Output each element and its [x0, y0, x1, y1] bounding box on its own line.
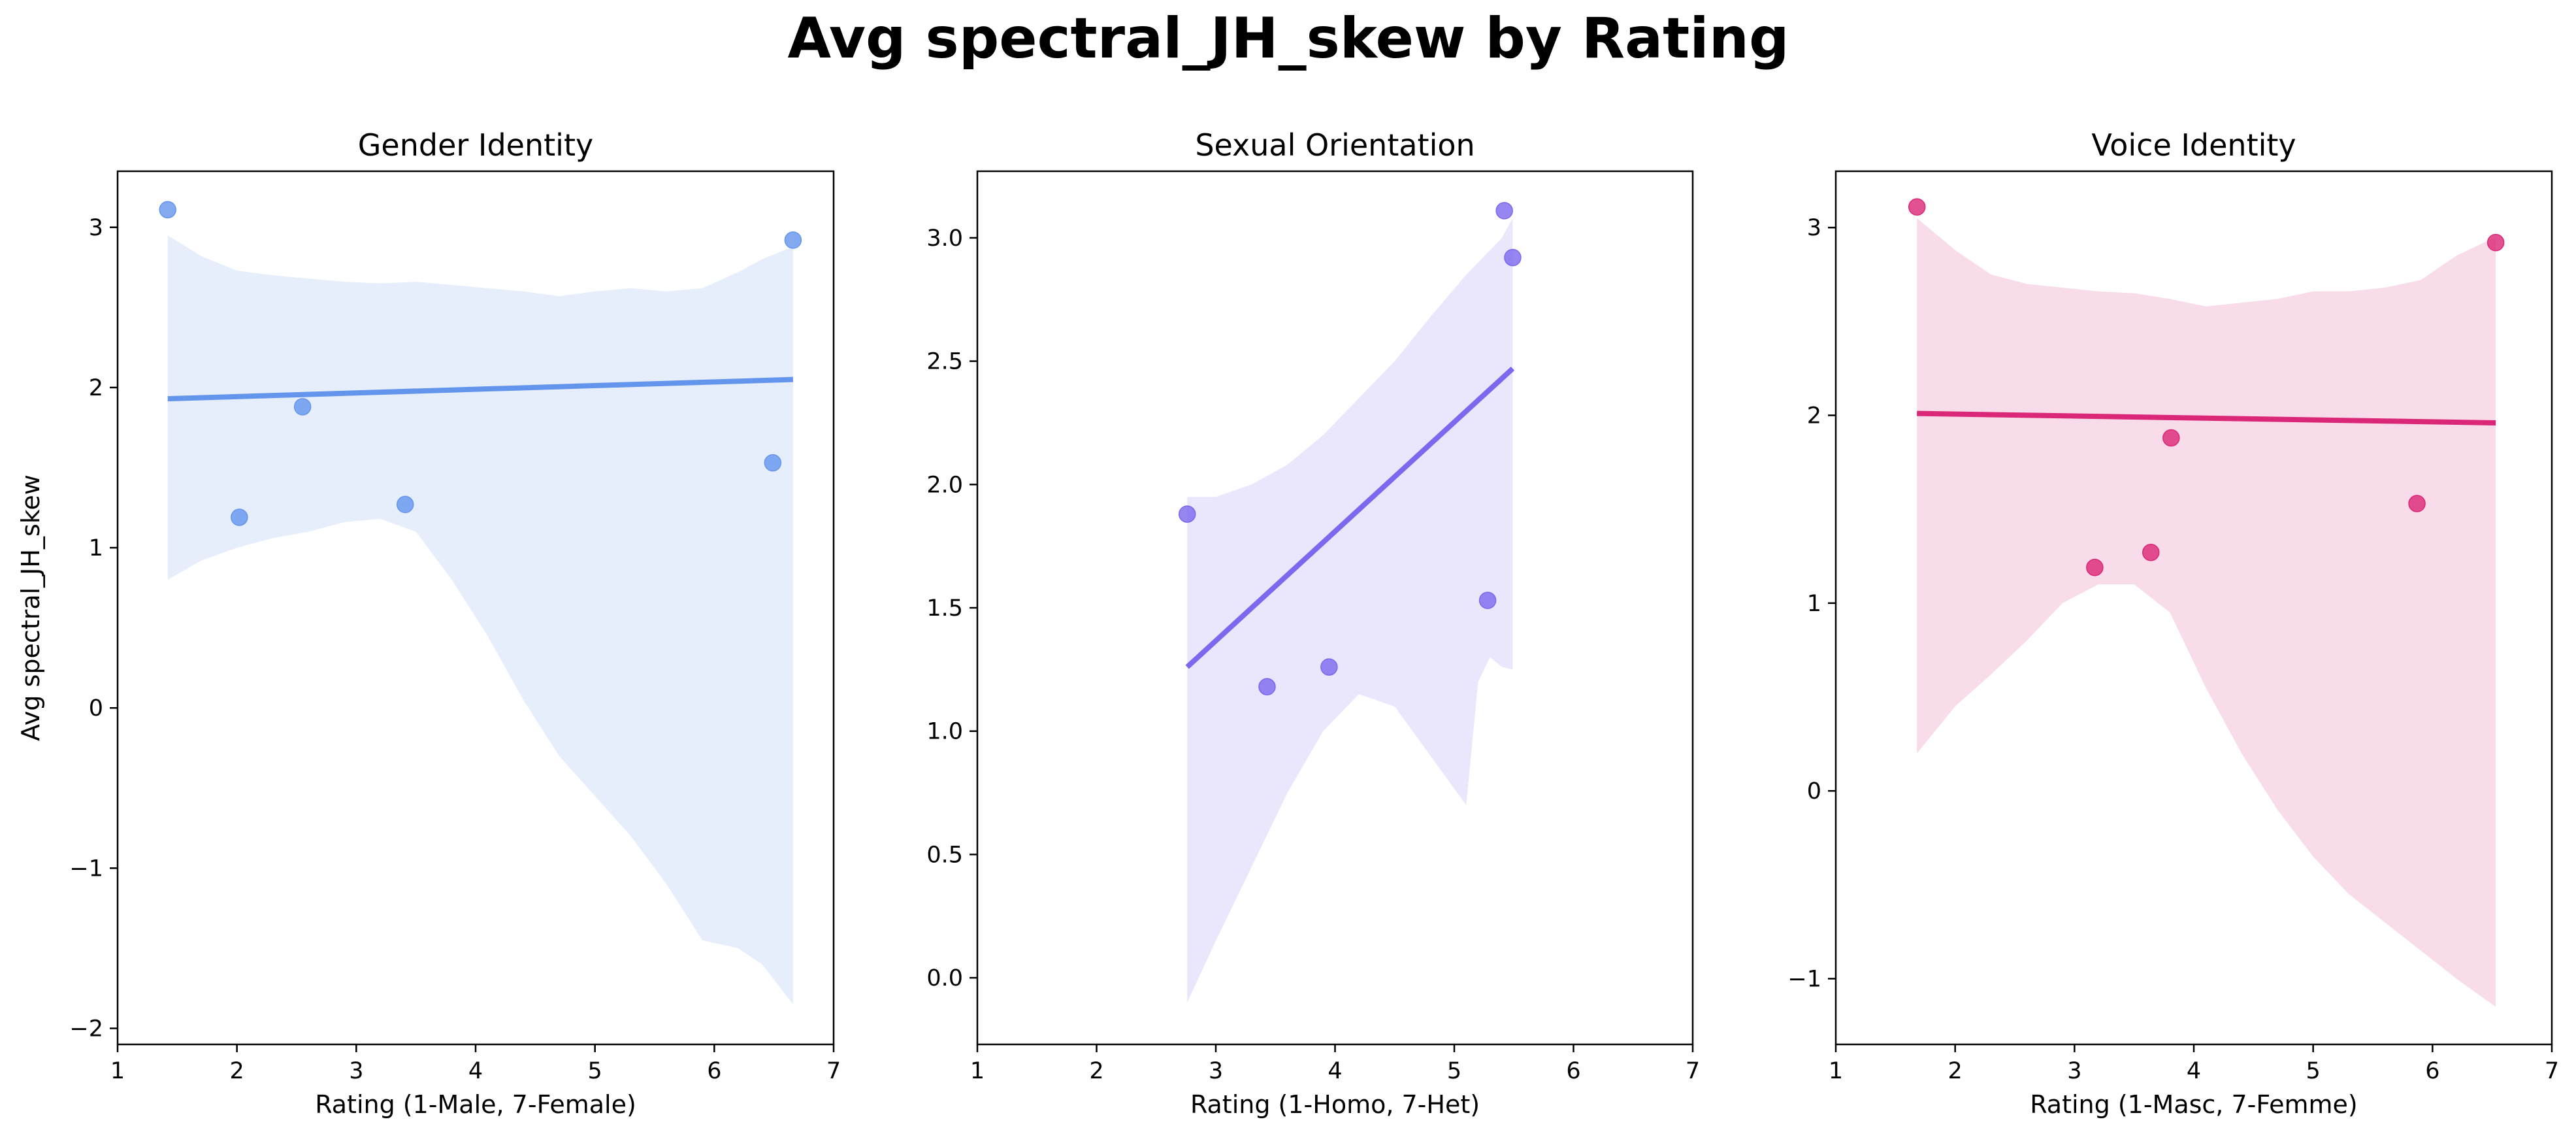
- x-axis-label: Rating (1-Homo, 7-Het): [1190, 1090, 1480, 1119]
- x-tick-label: 5: [2306, 1058, 2321, 1084]
- x-tick-label: 6: [2425, 1058, 2439, 1084]
- x-tick-label: 1: [110, 1058, 125, 1084]
- y-tick-label: 3: [1807, 215, 1821, 241]
- x-tick-label: 1: [970, 1058, 985, 1084]
- subplot-grid: 1 2 3 4 5 6 7 −2 −1 0 1 2 3 Gender Identity Rating (1-…: [16, 127, 2559, 1119]
- data-point: [2086, 558, 2104, 576]
- data-point: [1908, 198, 1926, 216]
- regression-line: [167, 376, 794, 402]
- data-point: [1504, 248, 1522, 267]
- y-tick-label: 0.5: [926, 842, 963, 868]
- y-tick-label: 2.0: [926, 472, 963, 498]
- x-tick-label: 2: [230, 1058, 244, 1084]
- subplot-3: 1 2 3 4 5 6 7 −1 0 1 2 3 Voice Identity Rating (1-Mas…: [1787, 127, 2559, 1119]
- y-tick-label: 1.0: [926, 719, 963, 745]
- x-tick-label: 3: [1209, 1058, 1223, 1084]
- figure-title: Avg spectral_JH_skew by Rating: [787, 6, 1789, 71]
- subplot-2: 1 2 3 4 5 6 7 0.0 0.5 1.0 1.5 2.0 2.5 3.0 Sexual Orien…: [926, 127, 1700, 1119]
- subplot-1: 1 2 3 4 5 6 7 −2 −1 0 1 2 3 Gender Identity Rating (1-…: [16, 127, 841, 1119]
- x-tick-label: 1: [1829, 1058, 1843, 1084]
- x-tick-label: 2: [1089, 1058, 1103, 1084]
- y-tick-label: 2.5: [926, 349, 963, 375]
- data-point: [1258, 678, 1276, 696]
- y-tick-label: 3: [89, 215, 103, 241]
- x-tick-label: 4: [468, 1058, 483, 1084]
- x-tick-label: 4: [1328, 1058, 1342, 1084]
- data-point: [396, 495, 414, 514]
- x-tick-label: 6: [1566, 1058, 1580, 1084]
- x-tick-label: 5: [1447, 1058, 1461, 1084]
- data-point: [1320, 658, 1338, 676]
- data-point: [2162, 429, 2180, 447]
- x-tick-label: 7: [826, 1058, 841, 1084]
- data-point: [1178, 505, 1196, 523]
- data-point: [784, 231, 802, 249]
- y-tick-label: 2: [1807, 403, 1821, 429]
- subplot-title: Voice Identity: [2091, 127, 2296, 163]
- confidence-band: [167, 235, 793, 1005]
- y-tick-label: 0.0: [926, 965, 963, 991]
- data-point: [2486, 233, 2505, 252]
- data-point: [159, 201, 176, 219]
- x-tick-label: 5: [588, 1058, 602, 1084]
- confidence-band: [1187, 218, 1513, 1003]
- subplot-title: Sexual Orientation: [1195, 127, 1475, 163]
- y-tick-label: 1.5: [926, 595, 963, 622]
- y-tick-label: 3.0: [926, 225, 963, 252]
- data-point: [1478, 591, 1497, 609]
- y-tick-label: 1: [1807, 591, 1821, 617]
- y-axis-label: Avg spectral_JH_skew: [16, 474, 45, 741]
- data-point: [293, 398, 312, 416]
- regression-line: [1185, 366, 1515, 669]
- y-tick-label: 0: [89, 695, 103, 722]
- y-tick-label: 1: [89, 535, 103, 561]
- y-tick-label: 0: [1807, 778, 1821, 805]
- y-tick-label: −1: [69, 856, 103, 882]
- data-point: [1495, 202, 1513, 220]
- data-point: [764, 454, 782, 472]
- data-point: [2408, 495, 2426, 512]
- x-tick-label: 3: [2067, 1058, 2081, 1084]
- x-tick-label: 3: [349, 1058, 363, 1084]
- x-axis-label: Rating (1-Male, 7-Female): [315, 1090, 636, 1119]
- x-tick-label: 4: [2187, 1058, 2201, 1084]
- x-tick-label: 6: [707, 1058, 721, 1084]
- subplot-title: Gender Identity: [358, 127, 593, 163]
- data-point: [2142, 543, 2160, 561]
- x-tick-label: 7: [2545, 1058, 2559, 1084]
- y-tick-label: −2: [69, 1016, 103, 1042]
- x-axis-label: Rating (1-Masc, 7-Femme): [2030, 1090, 2358, 1119]
- y-tick-label: −1: [1787, 966, 1821, 992]
- x-tick-label: 2: [1948, 1058, 1963, 1084]
- regression-line: [1917, 410, 2496, 425]
- data-point: [231, 508, 248, 526]
- x-tick-label: 7: [1686, 1058, 1700, 1084]
- y-tick-label: 2: [89, 375, 103, 401]
